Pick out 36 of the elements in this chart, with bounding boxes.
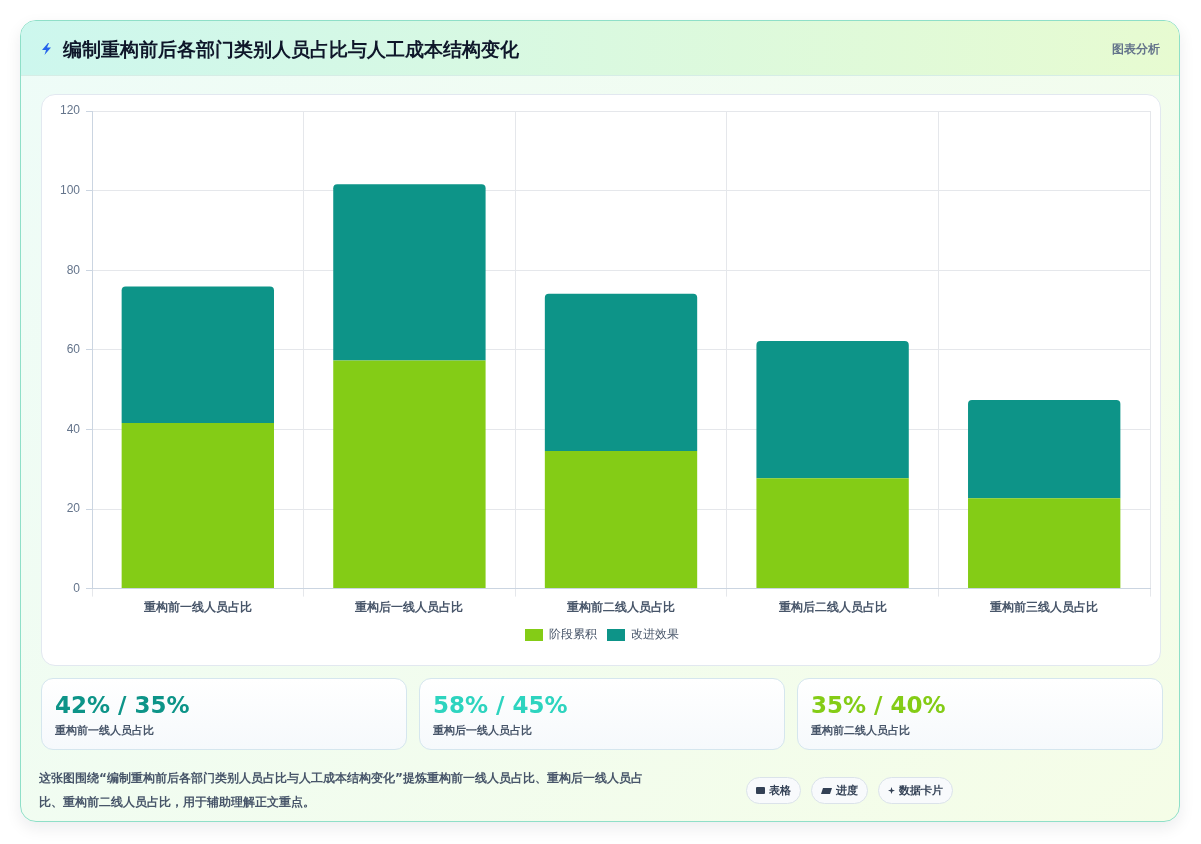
x-tick-label: 重构前三线人员占比 [989, 599, 1099, 614]
text: 图表分析 [1112, 41, 1160, 58]
y-tick-label: 80 [66, 262, 81, 277]
bar [756, 478, 909, 589]
text: 表格 [769, 783, 791, 798]
text: 35% / 40% [811, 691, 947, 719]
y-tick-label: 100 [59, 182, 81, 197]
legend-label: 改进效果 [631, 627, 679, 642]
bar [544, 450, 698, 589]
y-tick-label: 0 [73, 580, 81, 595]
y-tick-label: 120 [59, 103, 81, 118]
bar [756, 341, 909, 479]
bar [968, 498, 1121, 589]
text: 重构前二线人员占比 [811, 723, 911, 739]
bar [333, 184, 486, 361]
bar [333, 360, 486, 589]
y-tick-label: 60 [66, 342, 81, 357]
text: 重构后一线人员占比 [433, 723, 533, 739]
bar [121, 423, 274, 589]
y-tick-label: 40 [66, 421, 81, 436]
text: 数据卡片 [899, 783, 943, 798]
text: 这张图围绕“编制重构前后各部门类别人员占比与人工成本结构变化”提炼重构前一线人员占比、重构后一线人员占比、重构前二线人员占比，用于辅助理解正文重点。 [39, 770, 644, 811]
legend-label: 阶段累积 [549, 627, 597, 642]
x-tick-label: 重构后二线人员占比 [777, 599, 887, 614]
bar [121, 286, 274, 424]
y-tick-label: 20 [66, 501, 81, 516]
chart-title: 编制重构前后各部门类别人员占比与人工成本结构变化 [63, 37, 519, 62]
bar [544, 293, 698, 451]
bar [968, 399, 1121, 499]
x-tick-label: 重构前一线人员占比 [142, 599, 252, 614]
text: 58% / 45% [433, 691, 569, 719]
text: 进度 [836, 783, 858, 798]
x-tick-label: 重构前二线人员占比 [566, 599, 676, 614]
text: 42% / 35% [55, 691, 191, 719]
text: 重构前一线人员占比 [55, 723, 155, 739]
x-tick-label: 重构后一线人员占比 [354, 599, 464, 614]
